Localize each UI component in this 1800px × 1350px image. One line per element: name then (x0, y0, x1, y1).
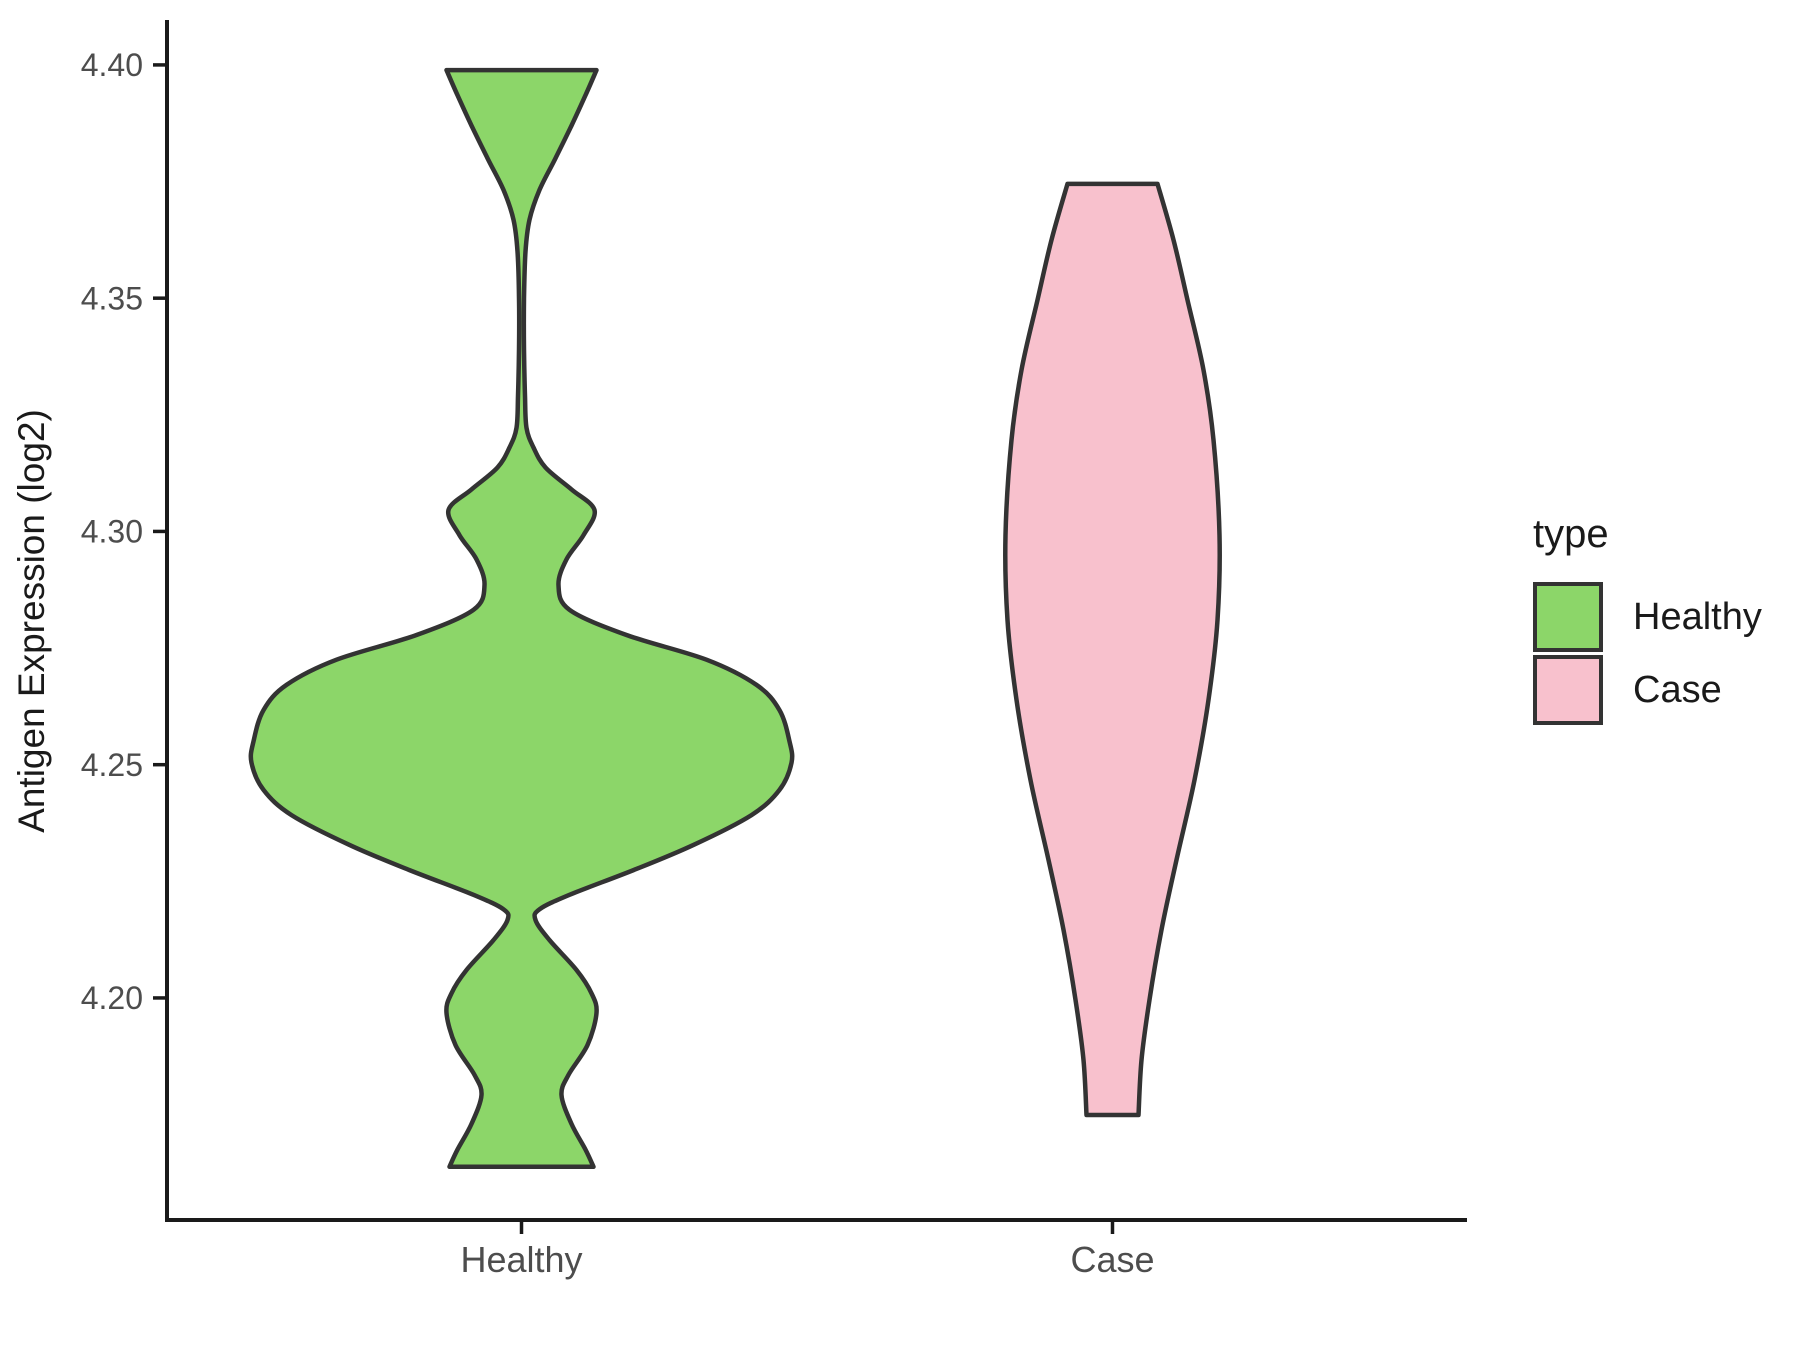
violins (248, 67, 1222, 1170)
y-tick-label: 4.30 (81, 514, 143, 550)
violin-case (1003, 181, 1222, 1118)
x-tick-label: Healthy (460, 1239, 582, 1280)
x-tick-label: Case (1070, 1239, 1154, 1280)
legend-item-healthy: Healthy (1533, 582, 1762, 652)
axes (165, 20, 1467, 1222)
violin-healthy (248, 67, 795, 1170)
y-tick-label: 4.25 (81, 747, 143, 783)
legend-label-case: Case (1633, 668, 1722, 711)
x-axis-ticks: Healthy Case (460, 1220, 1155, 1280)
legend-label-healthy: Healthy (1633, 595, 1762, 638)
y-axis-ticks: 4.20 4.25 4.30 4.35 4.40 (81, 47, 167, 1016)
y-axis-title: Antigen Expression (log2) (11, 409, 52, 833)
legend-item-case: Case (1533, 655, 1762, 725)
y-tick-label: 4.35 (81, 280, 143, 316)
legend-title: type (1533, 512, 1609, 556)
legend: type Healthy Case (1533, 512, 1762, 728)
y-tick-label: 4.40 (81, 47, 143, 83)
y-tick-label: 4.20 (81, 980, 143, 1016)
legend-swatch-case (1533, 655, 1603, 725)
legend-swatch-healthy (1533, 582, 1603, 652)
